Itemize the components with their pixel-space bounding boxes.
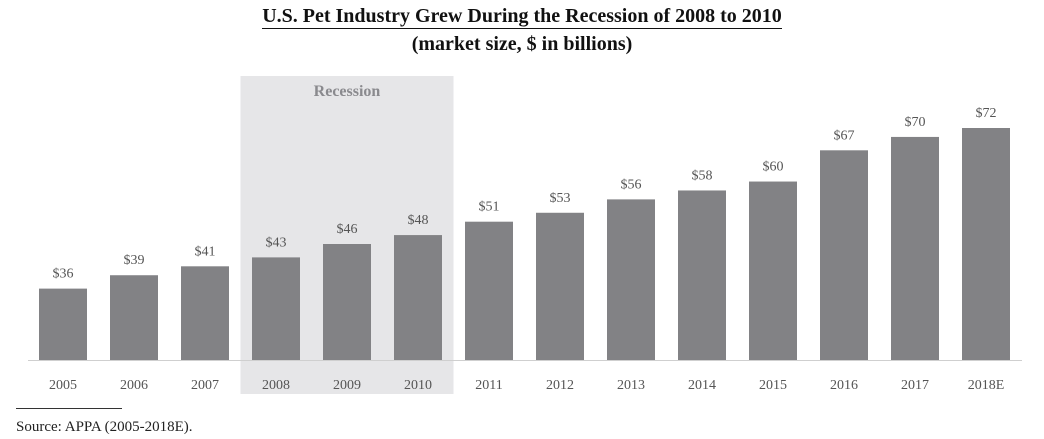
x-tick-label-2016: 2016 xyxy=(830,378,858,393)
bar-2016 xyxy=(820,150,868,360)
x-tick-label-2017: 2017 xyxy=(901,378,929,393)
data-label-2016: $67 xyxy=(834,128,855,143)
data-label-2018E: $72 xyxy=(976,106,997,121)
bar-2017 xyxy=(891,136,939,360)
x-tick-label-2010: 2010 xyxy=(404,378,432,393)
x-tick-label-2008: 2008 xyxy=(262,378,290,393)
bar-2010 xyxy=(394,235,442,360)
bar-2015 xyxy=(749,181,797,360)
x-tick-label-2015: 2015 xyxy=(759,378,787,393)
bar-2014 xyxy=(678,190,726,360)
source-divider xyxy=(16,408,122,409)
data-label-2013: $56 xyxy=(621,177,642,192)
data-label-2005: $36 xyxy=(53,267,74,282)
data-label-2014: $58 xyxy=(692,168,713,183)
bar-2012 xyxy=(536,212,584,360)
x-tick-label-2013: 2013 xyxy=(617,378,645,393)
chart-title-text: U.S. Pet Industry Grew During the Recess… xyxy=(262,5,782,29)
bar-2009 xyxy=(323,244,371,360)
bar-2018E xyxy=(962,128,1010,360)
x-tick-label-2009: 2009 xyxy=(333,378,361,393)
bar-2013 xyxy=(607,199,655,360)
bar-2007 xyxy=(181,266,229,360)
recession-label: Recession xyxy=(314,83,381,100)
data-label-2012: $53 xyxy=(550,191,571,206)
x-tick-label-2005: 2005 xyxy=(49,378,77,393)
data-label-2009: $46 xyxy=(337,222,358,237)
source-note: Source: APPA (2005-2018E). xyxy=(16,419,193,435)
x-tick-label-2007: 2007 xyxy=(191,378,219,393)
bar-2006 xyxy=(110,275,158,360)
chart-title: U.S. Pet Industry Grew During the Recess… xyxy=(0,4,1044,29)
data-label-2006: $39 xyxy=(124,253,145,268)
bar-2005 xyxy=(39,288,87,360)
x-tick-label-2006: 2006 xyxy=(120,378,148,393)
data-label-2017: $70 xyxy=(905,115,926,130)
x-tick-label-2011: 2011 xyxy=(475,378,502,393)
data-label-2008: $43 xyxy=(266,235,287,250)
data-label-2010: $48 xyxy=(408,213,429,228)
data-label-2007: $41 xyxy=(195,244,216,259)
bar-2011 xyxy=(465,221,513,360)
x-tick-label-2014: 2014 xyxy=(688,378,716,393)
data-label-2011: $51 xyxy=(479,200,500,215)
x-tick-label-2012: 2012 xyxy=(546,378,574,393)
bar-2008 xyxy=(252,257,300,360)
x-tick-label-2018E: 2018E xyxy=(968,378,1005,393)
data-label-2015: $60 xyxy=(763,160,784,175)
chart-subtitle: (market size, $ in billions) xyxy=(411,33,633,55)
